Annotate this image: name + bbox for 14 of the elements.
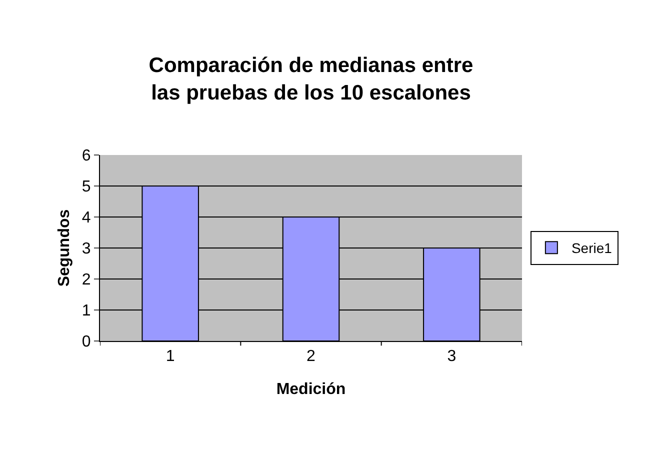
legend-label: Serie1: [571, 240, 612, 256]
x-tick-label: 2: [306, 348, 316, 366]
x-tick-label: 1: [166, 348, 175, 366]
y-tick-label: 1: [82, 302, 91, 320]
chart-title: Comparación de medianas entre las pruebas de los 10 escalones: [148, 54, 474, 104]
y-tick-label: 2: [82, 272, 91, 289]
y-tick-label: 0: [82, 334, 91, 351]
x-axis-title: Medición: [276, 380, 346, 398]
y-tick-label: 3: [82, 240, 91, 258]
y-axis-title: Segundos: [56, 209, 73, 287]
y-tick-label: 4: [82, 210, 91, 227]
y-tick-label: 5: [82, 178, 91, 196]
y-tick-label: 6: [82, 148, 91, 165]
x-tick-label: 3: [447, 348, 456, 366]
